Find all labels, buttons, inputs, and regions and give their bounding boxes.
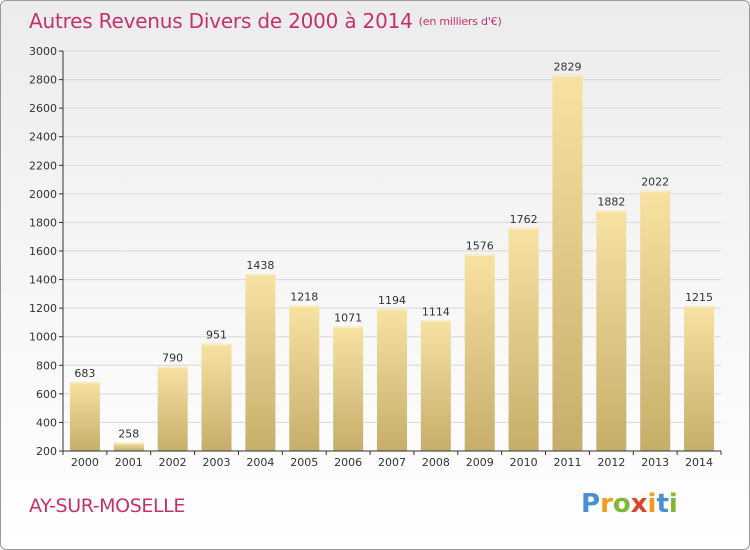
logo-letter: i [668, 489, 678, 519]
bar [113, 442, 144, 451]
bar [552, 75, 583, 451]
logo-letter: x [630, 489, 648, 519]
data-label: 258 [118, 428, 139, 441]
commune-name: AY-SUR-MOSELLE [29, 495, 185, 517]
chart-title: Autres Revenus Divers de 2000 à 2014 (en … [29, 9, 502, 33]
data-label: 2022 [641, 176, 669, 189]
y-tick-label: 2600 [29, 102, 57, 115]
bar [69, 382, 100, 451]
y-tick-label: 800 [36, 359, 57, 372]
data-label: 1882 [597, 196, 625, 209]
x-tick-label: 2000 [71, 456, 99, 469]
bar [333, 326, 364, 451]
data-label: 790 [162, 352, 183, 365]
x-tick-label: 2008 [422, 456, 450, 469]
y-tick-label: 1400 [29, 274, 57, 287]
data-label: 683 [74, 367, 95, 380]
data-label: 1576 [466, 239, 494, 252]
bar [420, 320, 451, 451]
chart-unit: (en milliers d'€) [418, 15, 502, 28]
bar [289, 305, 320, 451]
x-tick-label: 2013 [641, 456, 669, 469]
logo-letter: o [612, 489, 631, 519]
data-label: 1218 [290, 291, 318, 304]
logo-letter: i [647, 489, 657, 519]
y-tick-label: 2400 [29, 131, 57, 144]
logo-letter: P [581, 489, 601, 519]
x-tick-label: 2006 [334, 456, 362, 469]
y-tick-label: 2800 [29, 74, 57, 87]
data-label: 1114 [422, 305, 450, 318]
proxiti-logo: Proxiti [581, 489, 678, 519]
x-tick-label: 2014 [685, 456, 713, 469]
data-label: 1194 [378, 294, 406, 307]
logo-letter: t [656, 489, 669, 519]
bar [157, 366, 188, 451]
x-tick-label: 2002 [159, 456, 187, 469]
x-tick-label: 2001 [115, 456, 143, 469]
y-tick-label: 1000 [29, 331, 57, 344]
data-label: 1762 [510, 213, 538, 226]
y-tick-label: 3000 [29, 45, 57, 58]
bar [684, 306, 715, 451]
x-tick-label: 2010 [510, 456, 538, 469]
x-tick-label: 2012 [597, 456, 625, 469]
y-tick-label: 600 [36, 388, 57, 401]
x-tick-label: 2004 [246, 456, 274, 469]
data-label: 1215 [685, 291, 713, 304]
y-tick-label: 1200 [29, 302, 57, 315]
x-tick-label: 2009 [466, 456, 494, 469]
x-tick-label: 2005 [290, 456, 318, 469]
bar [377, 309, 407, 451]
bar [596, 210, 627, 451]
data-label: 1071 [334, 312, 362, 325]
logo-letter: r [600, 489, 613, 519]
data-label: 951 [206, 329, 227, 342]
bar [245, 274, 276, 451]
bar [464, 254, 495, 451]
y-tick-label: 1600 [29, 245, 57, 258]
x-tick-label: 2011 [553, 456, 581, 469]
x-tick-label: 2007 [378, 456, 406, 469]
y-tick-label: 2000 [29, 188, 57, 201]
bar [640, 190, 671, 451]
x-tick-label: 2003 [203, 456, 231, 469]
bar [508, 227, 539, 451]
y-tick-label: 400 [36, 416, 57, 429]
chart-title-text: Autres Revenus Divers de 2000 à 2014 [29, 9, 413, 33]
y-tick-label: 2200 [29, 159, 57, 172]
bar [201, 343, 232, 451]
data-label: 1438 [246, 259, 274, 272]
y-tick-label: 200 [36, 445, 57, 458]
y-tick-label: 1800 [29, 216, 57, 229]
data-label: 2829 [553, 60, 581, 73]
